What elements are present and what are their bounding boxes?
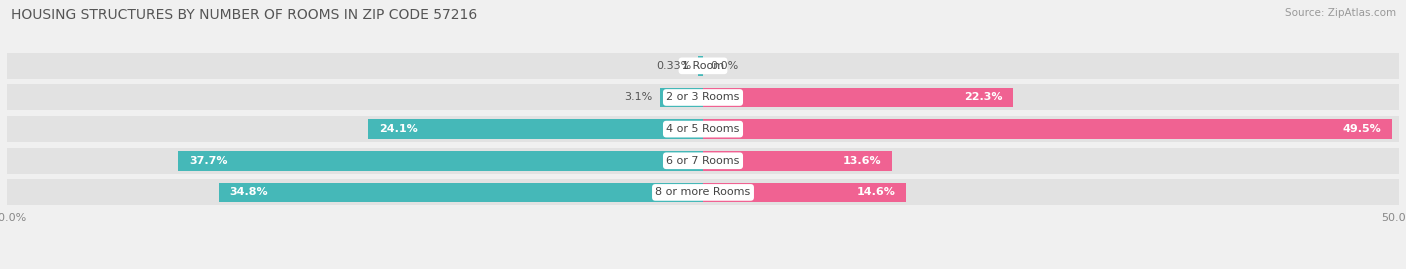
Text: 0.0%: 0.0% [710,61,738,71]
Bar [703,183,907,202]
Bar [7,148,1399,174]
Bar [7,116,1399,142]
Text: 37.7%: 37.7% [190,156,228,166]
Text: 4 or 5 Rooms: 4 or 5 Rooms [666,124,740,134]
Bar [7,84,1399,111]
Bar [7,179,1399,206]
Text: HOUSING STRUCTURES BY NUMBER OF ROOMS IN ZIP CODE 57216: HOUSING STRUCTURES BY NUMBER OF ROOMS IN… [11,8,478,22]
Text: 49.5%: 49.5% [1343,124,1381,134]
Bar [703,151,893,171]
Text: 6 or 7 Rooms: 6 or 7 Rooms [666,156,740,166]
Text: Source: ZipAtlas.com: Source: ZipAtlas.com [1285,8,1396,18]
Text: 13.6%: 13.6% [842,156,882,166]
Text: 3.1%: 3.1% [624,93,652,102]
Text: 2 or 3 Rooms: 2 or 3 Rooms [666,93,740,102]
Bar [367,119,703,139]
Bar [703,88,1014,107]
Bar [699,56,703,76]
Text: 24.1%: 24.1% [378,124,418,134]
Bar [218,183,703,202]
Bar [659,88,703,107]
Bar [7,53,1399,79]
Text: 14.6%: 14.6% [856,187,896,197]
Bar [179,151,703,171]
Bar [703,119,1392,139]
Text: 1 Room: 1 Room [682,61,724,71]
Text: 8 or more Rooms: 8 or more Rooms [655,187,751,197]
Text: 22.3%: 22.3% [963,93,1002,102]
Text: 34.8%: 34.8% [229,187,269,197]
Text: 0.33%: 0.33% [657,61,692,71]
